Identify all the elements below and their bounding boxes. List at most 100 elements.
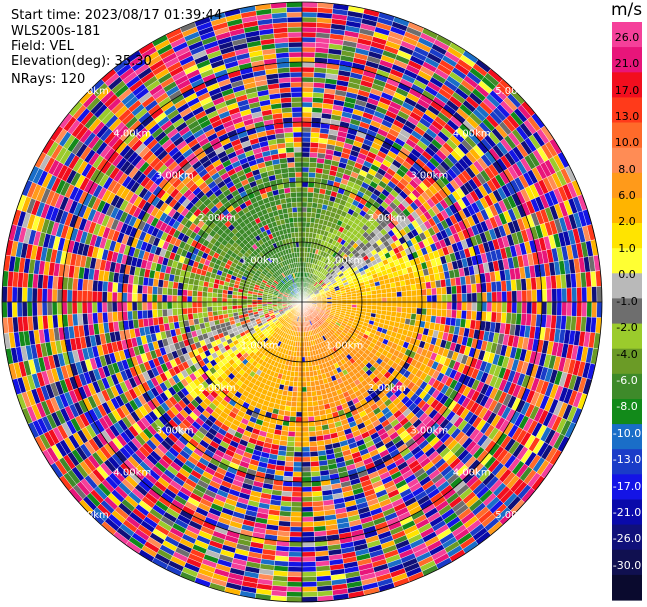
gate xyxy=(516,301,523,314)
gate xyxy=(591,286,598,303)
gate xyxy=(284,460,294,467)
gate xyxy=(308,431,317,437)
gate xyxy=(446,301,453,311)
gate xyxy=(292,386,298,393)
gate xyxy=(416,295,423,303)
gate xyxy=(305,376,311,383)
gate xyxy=(301,51,316,58)
gate xyxy=(301,21,317,28)
gate xyxy=(301,506,314,513)
gate xyxy=(596,301,603,318)
gate xyxy=(406,296,413,303)
gate xyxy=(301,26,317,33)
gate xyxy=(307,182,315,188)
gate xyxy=(301,206,308,213)
gate xyxy=(301,166,310,173)
gate xyxy=(294,431,303,438)
gate xyxy=(426,301,433,309)
gate xyxy=(290,511,303,518)
gate xyxy=(546,301,553,316)
gate xyxy=(301,101,313,108)
gate xyxy=(366,290,372,296)
gate xyxy=(301,216,307,223)
gate xyxy=(446,309,452,318)
gate xyxy=(310,460,320,467)
gate xyxy=(411,301,418,309)
gate xyxy=(566,301,573,317)
gate xyxy=(301,426,309,433)
gate xyxy=(286,581,303,588)
gate xyxy=(371,305,378,310)
gate xyxy=(290,521,303,528)
gate xyxy=(301,56,315,63)
gate xyxy=(485,281,492,293)
gate xyxy=(541,301,548,315)
gate xyxy=(301,416,309,423)
gate xyxy=(294,436,303,443)
gate xyxy=(301,151,311,158)
gate xyxy=(280,495,292,502)
gate xyxy=(304,361,309,368)
gate xyxy=(301,366,306,373)
gate xyxy=(290,401,297,408)
gate xyxy=(301,561,317,568)
gate xyxy=(307,401,314,408)
gate xyxy=(311,390,318,397)
gate xyxy=(301,196,308,203)
gate xyxy=(301,441,310,448)
gate xyxy=(301,356,306,363)
gate xyxy=(366,294,373,299)
gate xyxy=(297,381,303,388)
gate xyxy=(301,406,308,413)
gate xyxy=(301,431,310,438)
gate xyxy=(301,401,308,408)
gate xyxy=(551,288,558,303)
gate xyxy=(308,436,317,442)
gate xyxy=(308,172,316,178)
gate xyxy=(301,376,307,383)
gate xyxy=(294,371,299,378)
gate xyxy=(306,216,312,223)
gate xyxy=(308,366,314,372)
gate xyxy=(576,287,583,303)
gate xyxy=(308,162,317,168)
gate xyxy=(298,366,303,373)
gate xyxy=(395,311,402,318)
gate xyxy=(521,290,528,303)
gate xyxy=(470,283,477,294)
gate xyxy=(456,285,462,295)
gate xyxy=(301,106,313,113)
gate xyxy=(287,566,303,573)
gate xyxy=(293,451,303,458)
gate xyxy=(309,451,319,457)
gate xyxy=(298,351,303,358)
gate xyxy=(301,1,318,8)
gate xyxy=(536,301,543,315)
gate xyxy=(460,284,467,294)
gate xyxy=(301,221,307,228)
gate xyxy=(286,446,295,452)
gate xyxy=(576,301,583,317)
gate xyxy=(511,301,518,314)
gate xyxy=(309,152,318,158)
gate xyxy=(361,295,368,300)
gate xyxy=(426,295,433,303)
gate xyxy=(456,309,462,319)
gate xyxy=(301,146,311,153)
gate xyxy=(356,298,363,303)
gate xyxy=(301,576,317,583)
gate xyxy=(376,301,383,307)
gate xyxy=(310,465,320,472)
gate xyxy=(301,36,317,43)
gate xyxy=(308,167,317,173)
gate xyxy=(306,396,313,403)
gate xyxy=(451,285,457,295)
gate xyxy=(396,291,403,298)
gate xyxy=(400,285,407,292)
gate xyxy=(301,471,312,478)
gate xyxy=(313,187,321,194)
gate xyxy=(301,211,307,218)
gate xyxy=(301,11,318,18)
gate xyxy=(496,291,503,303)
